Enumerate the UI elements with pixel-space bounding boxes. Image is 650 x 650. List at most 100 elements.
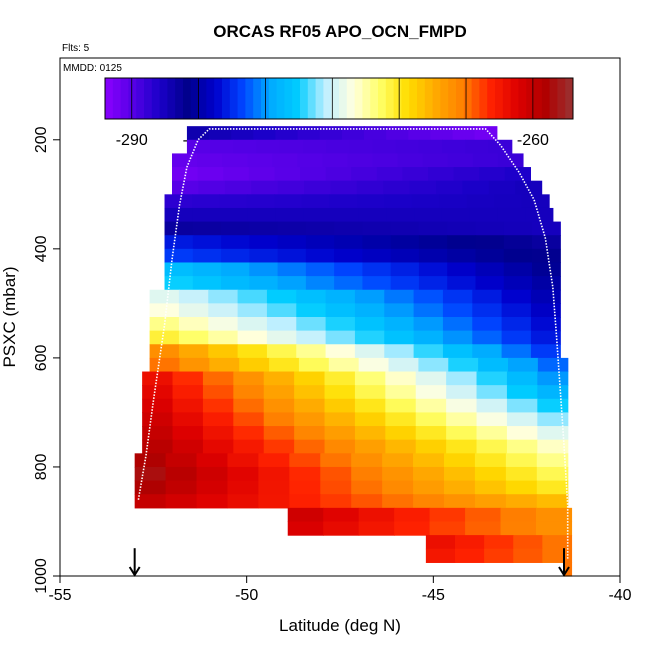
heatmap-cell	[418, 248, 448, 264]
heatmap-cell	[237, 317, 268, 332]
heatmap-cell	[277, 180, 305, 195]
heatmap-cell	[192, 194, 221, 209]
heatmap-cell	[142, 426, 174, 441]
heatmap-cell	[386, 126, 409, 141]
heatmap-cell	[453, 167, 480, 182]
heatmap-cell	[385, 439, 417, 454]
colorbar-segment	[167, 78, 176, 119]
heatmap-cell	[305, 262, 335, 277]
heatmap-cell	[385, 371, 417, 386]
heatmap-cell	[475, 235, 505, 250]
heatmap-cell	[358, 357, 390, 373]
heatmap-cell	[429, 521, 466, 536]
heatmap-cell	[413, 330, 444, 345]
heatmap-cell	[296, 303, 327, 318]
heatmap-cell	[347, 153, 374, 168]
colorbar-segment	[502, 78, 512, 119]
heatmap-cell	[537, 412, 569, 427]
heatmap-cell	[320, 480, 352, 495]
heatmap-cell	[172, 385, 204, 400]
heatmap-cell	[513, 535, 543, 550]
heatmap-cell	[237, 289, 268, 304]
heatmap-cell	[537, 385, 569, 400]
heatmap-cell	[164, 221, 194, 236]
heatmap-cell	[397, 153, 424, 168]
heatmap-cell	[330, 207, 360, 223]
heatmap-cell	[297, 126, 321, 141]
heatmap-cell	[452, 126, 476, 141]
heatmap-cell	[462, 180, 490, 195]
heatmap-cell	[192, 276, 222, 291]
heatmap-cell	[325, 330, 356, 345]
heatmap-cell	[210, 139, 234, 155]
colorbar-segment	[417, 78, 426, 119]
colorbar-segment	[471, 78, 480, 119]
heatmap-cell	[164, 235, 194, 250]
heatmap-cell	[503, 276, 533, 291]
heatmap-cell	[474, 126, 498, 141]
heatmap-cell	[178, 317, 209, 332]
heatmap-cell	[301, 194, 330, 209]
colorbar-segment	[307, 78, 317, 119]
heatmap-cell	[506, 371, 538, 386]
chart-title: ORCAS RF05 APO_OCN_FMPD	[213, 22, 466, 41]
date-annotation: MMDD: 0125	[63, 63, 122, 74]
colorbar-segment	[253, 78, 262, 119]
heatmap-cell	[425, 535, 456, 550]
colorbar-segment	[440, 78, 449, 119]
heatmap-cell	[472, 153, 499, 168]
heatmap-cell	[351, 494, 383, 509]
heatmap-cell	[503, 235, 533, 250]
heatmap-cell	[537, 357, 569, 373]
heatmap-cell	[322, 153, 349, 168]
heatmap-cell	[530, 330, 561, 345]
heatmap-cell	[536, 521, 573, 536]
heatmap-cell	[384, 303, 415, 318]
heatmap-cell	[253, 126, 277, 141]
heatmap-cell	[247, 153, 273, 168]
heatmap-cell	[454, 535, 485, 550]
heatmap-cell	[441, 207, 471, 223]
heatmap-cell	[447, 221, 477, 236]
heatmap-cell	[442, 303, 473, 318]
heatmap-cell	[415, 426, 447, 441]
heatmap-cell	[418, 235, 448, 250]
heatmap-cell	[474, 466, 507, 482]
heatmap-cell	[382, 494, 414, 509]
heatmap-cell	[289, 494, 321, 509]
heatmap-cell	[382, 466, 414, 482]
x-axis: -55 -50 -45 -40	[48, 576, 632, 604]
heatmap-cell	[263, 371, 295, 386]
heatmap-cell	[227, 453, 259, 468]
heatmap-cell	[386, 207, 415, 223]
heatmap-cell	[324, 385, 356, 400]
heatmap-cell	[532, 248, 561, 264]
colorbar-segment	[534, 78, 543, 119]
colorbar-segment	[510, 78, 519, 119]
heatmap-cell	[454, 548, 485, 563]
heatmap-cell	[476, 385, 508, 400]
colorbar-frame	[104, 77, 574, 120]
heatmap-cell	[237, 330, 268, 345]
heatmap-cell	[472, 330, 503, 345]
heatmap-cell	[330, 180, 358, 195]
heatmap-cell	[221, 248, 250, 264]
heatmap-cell	[356, 194, 385, 209]
colorbar-segment	[268, 78, 278, 119]
heatmap-cell	[149, 303, 180, 318]
colorbar-tick-label: -290	[116, 132, 148, 149]
heatmap-cell	[472, 303, 503, 318]
heatmap-cell	[388, 357, 419, 373]
heatmap-cell	[384, 317, 415, 332]
heatmap-cell	[324, 371, 356, 386]
heatmap-cell	[354, 317, 385, 332]
heatmap-cell	[221, 221, 250, 236]
heatmap-cell	[298, 357, 330, 373]
heatmap-cell	[414, 207, 443, 223]
heatmap-cell	[442, 139, 466, 155]
heatmap-cell	[239, 357, 270, 373]
heatmap-cell	[351, 466, 383, 482]
colorbar-segment	[479, 78, 488, 119]
heatmap-cell	[258, 480, 290, 495]
heatmap-cell	[209, 126, 232, 141]
